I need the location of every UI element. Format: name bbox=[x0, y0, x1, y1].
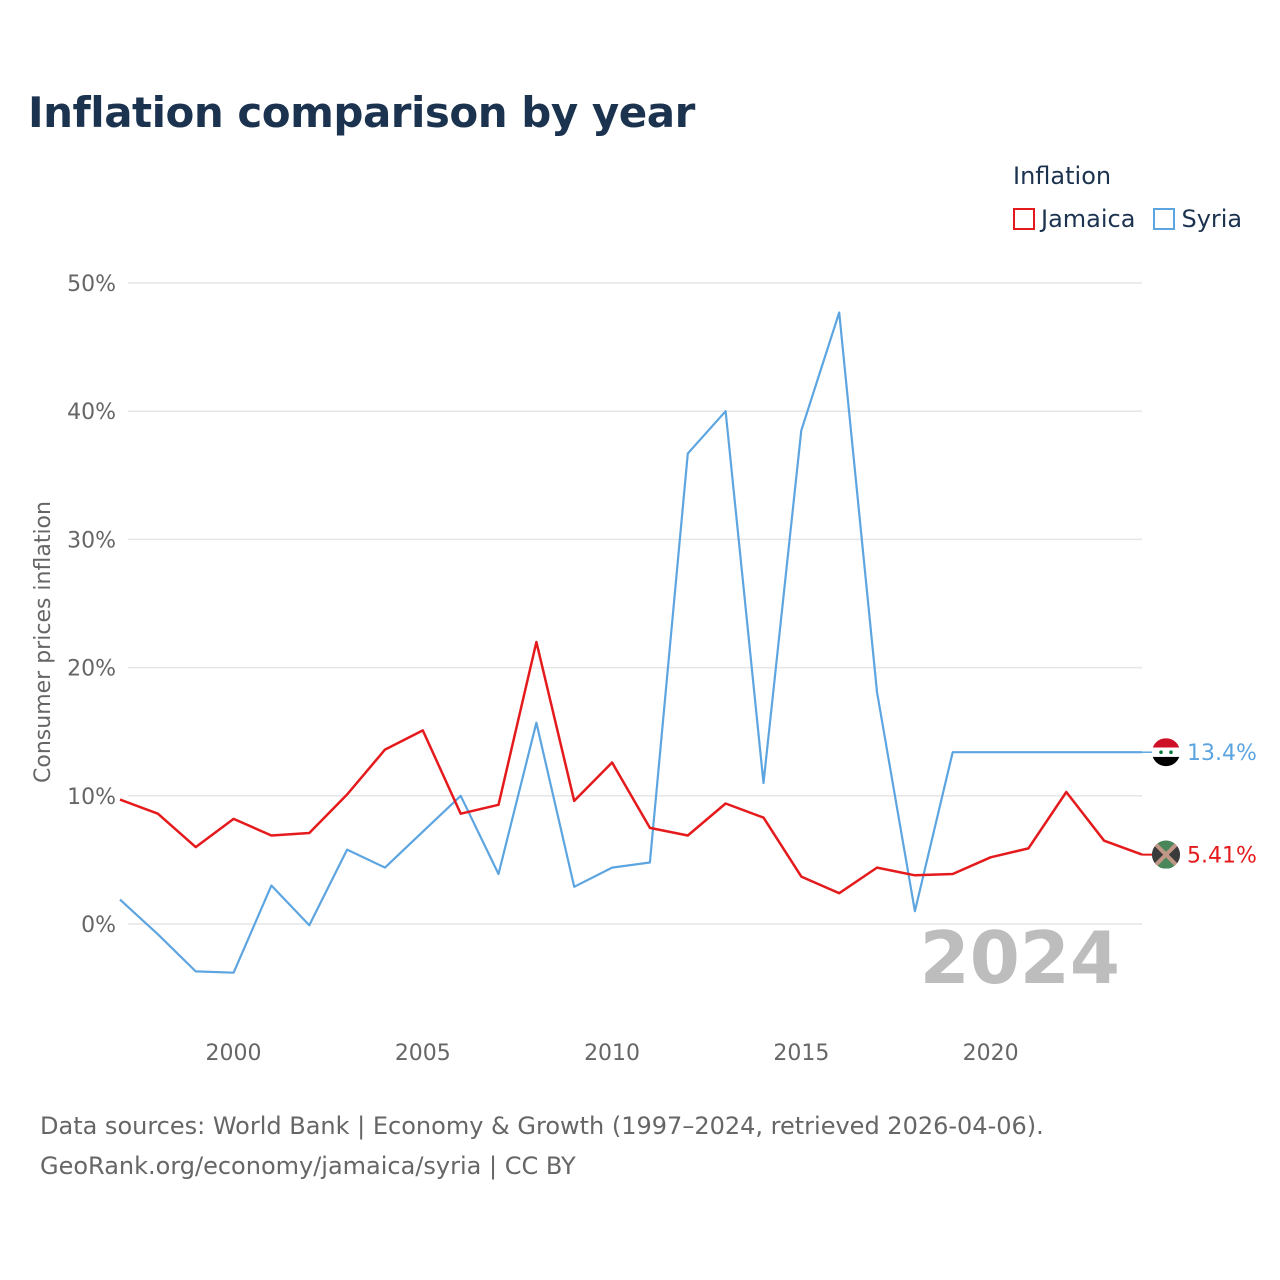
legend-swatch-jamaica bbox=[1013, 208, 1035, 230]
y-axis-label: Consumer prices inflation bbox=[31, 501, 56, 783]
syria-flag-icon bbox=[1152, 738, 1180, 767]
footer-link[interactable]: GeoRank.org/economy/jamaica/syria | CC B… bbox=[40, 1152, 576, 1180]
legend-item-syria[interactable]: Syria bbox=[1153, 205, 1242, 233]
series-line-syria bbox=[119, 311, 1142, 974]
y-tick-label: 30% bbox=[67, 528, 116, 553]
y-tick-label: 40% bbox=[67, 400, 116, 425]
year-watermark: 2024 bbox=[920, 916, 1120, 1000]
footer: Data sources: World Bank | Economy & Gro… bbox=[40, 1106, 1044, 1186]
end-label-syria: 13.4% bbox=[1187, 741, 1257, 766]
footer-source: Data sources: World Bank | Economy & Gro… bbox=[40, 1112, 1044, 1140]
x-tick-label: 2020 bbox=[963, 1041, 1019, 1066]
chart-title: Inflation comparison by year bbox=[28, 88, 695, 137]
legend-label-syria: Syria bbox=[1181, 205, 1243, 233]
legend-swatch-syria bbox=[1153, 208, 1176, 230]
legend: Jamaica Syria bbox=[1013, 205, 1242, 233]
y-tick-label: 20% bbox=[67, 657, 116, 682]
x-tick-label: 2000 bbox=[206, 1041, 262, 1066]
series-line-jamaica bbox=[119, 640, 1143, 895]
legend-item-jamaica[interactable]: Jamaica bbox=[1013, 205, 1135, 233]
x-tick-label: 2005 bbox=[395, 1041, 451, 1066]
legend-title: Inflation bbox=[1013, 162, 1112, 190]
y-tick-label: 10% bbox=[67, 785, 116, 810]
y-tick-label: 0% bbox=[81, 913, 116, 938]
x-tick-label: 2010 bbox=[584, 1041, 640, 1066]
end-label-jamaica: 5.41% bbox=[1187, 844, 1257, 869]
x-tick-label: 2015 bbox=[773, 1041, 829, 1066]
legend-label-jamaica: Jamaica bbox=[1041, 205, 1136, 233]
jamaica-flag-icon bbox=[1152, 840, 1180, 869]
y-tick-label: 50% bbox=[67, 272, 116, 297]
